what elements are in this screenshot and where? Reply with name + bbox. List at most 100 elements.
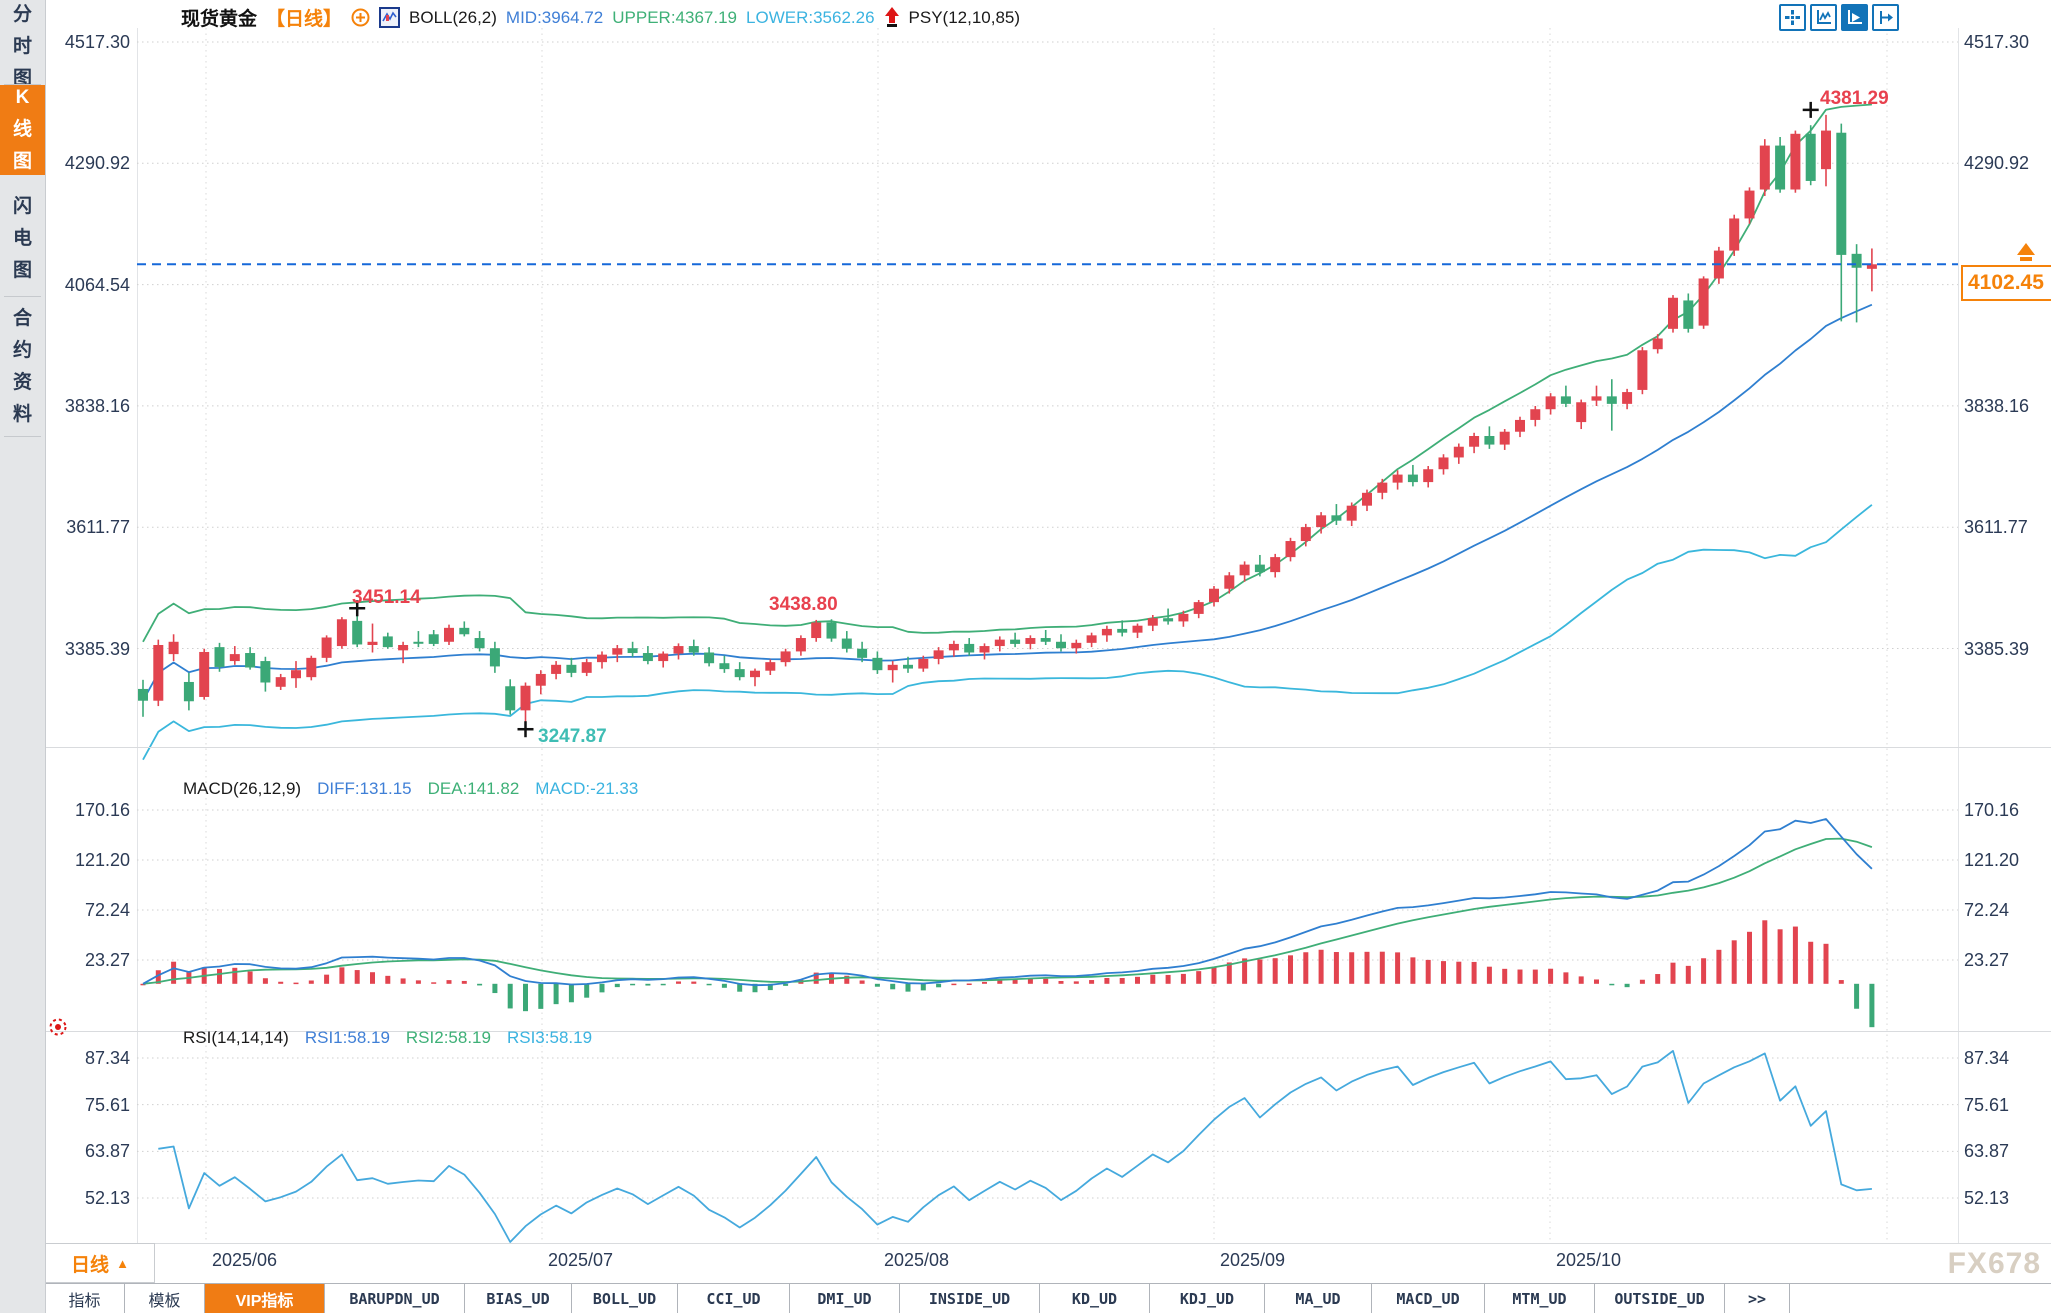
annotation-july-high: 3438.80 xyxy=(769,594,838,615)
boll-label: BOLL(26,2) xyxy=(409,7,497,27)
indicator-tabbar: 指标 模板 VIP指标 BARUPDN_UD BIAS_UD BOLL_UD C… xyxy=(45,1283,2051,1313)
period-label[interactable]: 【日线】 xyxy=(266,9,343,30)
boll-mid-value: MID:3964.72 xyxy=(505,7,604,27)
tab-inside-ud[interactable]: INSIDE_UD xyxy=(900,1284,1040,1313)
tab-mtm-ud[interactable]: MTM_UD xyxy=(1485,1284,1595,1313)
indicator-settings-icon[interactable] xyxy=(46,1015,70,1044)
x-axis-label: 2025/06 xyxy=(212,1250,278,1270)
rsi-axis-label-right: 87.34 xyxy=(1964,1048,2010,1068)
divider-macd-rsi xyxy=(45,1031,2051,1032)
rsi3-value: RSI3:58.19 xyxy=(506,1028,593,1047)
axis-play-icon[interactable] xyxy=(1841,4,1868,31)
rsi-axis-label-right: 52.13 xyxy=(1964,1188,2010,1208)
current-price-value: 4102.45 xyxy=(1968,271,2044,294)
psy-label: PSY(12,10,85) xyxy=(908,7,1021,27)
tab-cci-ud[interactable]: CCI_UD xyxy=(678,1284,790,1313)
price-axis-label: 4517.30 xyxy=(64,32,130,52)
price-axis-label-right: 3385.39 xyxy=(1964,639,2030,659)
boll-upper-value: UPPER:4367.19 xyxy=(612,7,738,27)
macd-axis-label-right: 23.27 xyxy=(1964,950,2010,970)
price-axis-label-right: 4517.30 xyxy=(1964,32,2030,52)
x-axis-label: 2025/10 xyxy=(1556,1250,1622,1270)
tab-ma-ud[interactable]: MA_UD xyxy=(1265,1284,1372,1313)
symbol-name: 现货黄金 xyxy=(181,9,258,30)
rsi-axis-label: 87.34 xyxy=(84,1048,130,1068)
sidebar-item-time-chart[interactable]: 分时图 xyxy=(12,3,32,89)
price-axis-label-right: 3838.16 xyxy=(1964,396,2030,416)
tab-more[interactable]: >> xyxy=(1725,1284,1790,1313)
annotation-june-low: 3247.87 xyxy=(538,726,607,747)
x-axis-label: 2025/08 xyxy=(884,1250,950,1270)
chart-toolbar xyxy=(1779,4,1899,31)
sidebar-divider xyxy=(4,84,41,85)
sidebar-item-contract-info[interactable]: 合约资料 xyxy=(12,307,32,425)
tab-bias-ud[interactable]: BIAS_UD xyxy=(465,1284,572,1313)
jump-latest-icon[interactable] xyxy=(1872,4,1899,31)
price-axis-label: 4290.92 xyxy=(64,153,130,173)
plot-left-edge xyxy=(137,28,138,1243)
tab-boll-ud[interactable]: BOLL_UD xyxy=(572,1284,678,1313)
sidebar-divider xyxy=(4,436,41,437)
tab-dmi-ud[interactable]: DMI_UD xyxy=(790,1284,900,1313)
sidebar-item-lightning-chart[interactable]: 闪电图 xyxy=(12,195,32,281)
annotation-peak-high: 4381.29 xyxy=(1820,88,1889,109)
price-axis-label: 3838.16 xyxy=(64,396,130,416)
rsi-axis-label-right: 63.87 xyxy=(1964,1141,2010,1161)
macd-axis-label-right: 121.20 xyxy=(1964,850,2020,870)
macd-axis-label-right: 72.24 xyxy=(1964,900,2010,920)
divider-main-macd xyxy=(45,747,2051,748)
watermark: FX678 xyxy=(1947,1247,2041,1280)
macd-dea-value: DEA:141.82 xyxy=(427,779,520,798)
macd-axis-label: 121.20 xyxy=(74,850,130,870)
rsi-axis-label: 75.61 xyxy=(84,1095,130,1115)
tab-kd-ud[interactable]: KD_UD xyxy=(1040,1284,1150,1313)
rsi-title: RSI(14,14,14) xyxy=(183,1028,289,1047)
macd-header: MACD(26,12,9) DIFF:131.15 DEA:141.82 MAC… xyxy=(183,779,638,799)
red-up-arrow-icon xyxy=(884,7,900,28)
price-axis-label-right: 4290.92 xyxy=(1964,153,2030,173)
macd-axis-label: 72.24 xyxy=(84,900,130,920)
price-axis-label: 3385.39 xyxy=(64,639,130,659)
tab-vip-indicators[interactable]: VIP指标 xyxy=(205,1284,325,1313)
macd-axis-label-right: 170.16 xyxy=(1964,800,2020,820)
price-axis-label: 3611.77 xyxy=(66,517,130,537)
macd-axis-label: 23.27 xyxy=(84,950,130,970)
divider-rsi-axis xyxy=(45,1243,2051,1244)
sidebar-divider xyxy=(4,296,41,297)
tab-barupdn-ud[interactable]: BARUPDN_UD xyxy=(325,1284,465,1313)
chevron-up-icon: ▲ xyxy=(116,1255,129,1271)
macd-diff-value: DIFF:131.15 xyxy=(317,779,412,798)
plot-right-edge xyxy=(1958,28,1959,1243)
axis-scale-icon[interactable] xyxy=(1810,4,1837,31)
rsi1-value: RSI1:58.19 xyxy=(304,1028,390,1047)
price-axis-label-right: 3611.77 xyxy=(1964,517,2028,537)
price-axis-label: 4064.54 xyxy=(64,275,130,295)
chart-header: 现货黄金 【日线】 BOLL(26,2) MID:3964.72 UPPER:4… xyxy=(181,4,1020,31)
period-selector-label: 日线 xyxy=(71,1254,110,1276)
period-selector[interactable]: 日线 ▲ xyxy=(45,1243,155,1283)
rsi-axis-label: 63.87 xyxy=(84,1141,130,1161)
plus-circle-icon[interactable] xyxy=(351,8,370,27)
rsi2-value: RSI2:58.19 xyxy=(405,1028,491,1047)
price-up-arrow-icon xyxy=(2015,243,2037,267)
rsi-header: RSI(14,14,14) RSI1:58.19 RSI2:58.19 RSI3… xyxy=(183,1028,592,1048)
rsi-axis-label: 52.13 xyxy=(84,1188,130,1208)
macd-axis-label: 170.16 xyxy=(74,800,130,820)
rsi-axis-label-right: 75.61 xyxy=(1964,1095,2010,1115)
annotation-june-high: 3451.14 xyxy=(352,587,421,608)
x-axis-label: 2025/07 xyxy=(548,1250,614,1270)
tab-kdj-ud[interactable]: KDJ_UD xyxy=(1150,1284,1265,1313)
tab-indicators[interactable]: 指标 xyxy=(45,1284,125,1313)
boll-lower-value: LOWER:3562.26 xyxy=(746,7,875,27)
current-price-tag[interactable]: 4102.45 xyxy=(1961,265,2051,301)
tab-macd-ud[interactable]: MACD_UD xyxy=(1372,1284,1485,1313)
candlestick-chart-icon[interactable] xyxy=(379,7,401,28)
macd-macd-value: MACD:-21.33 xyxy=(535,779,639,798)
crosshair-icon[interactable] xyxy=(1779,4,1806,31)
tab-templates[interactable]: 模板 xyxy=(125,1284,205,1313)
tab-outside-ud[interactable]: OUTSIDE_UD xyxy=(1595,1284,1725,1313)
